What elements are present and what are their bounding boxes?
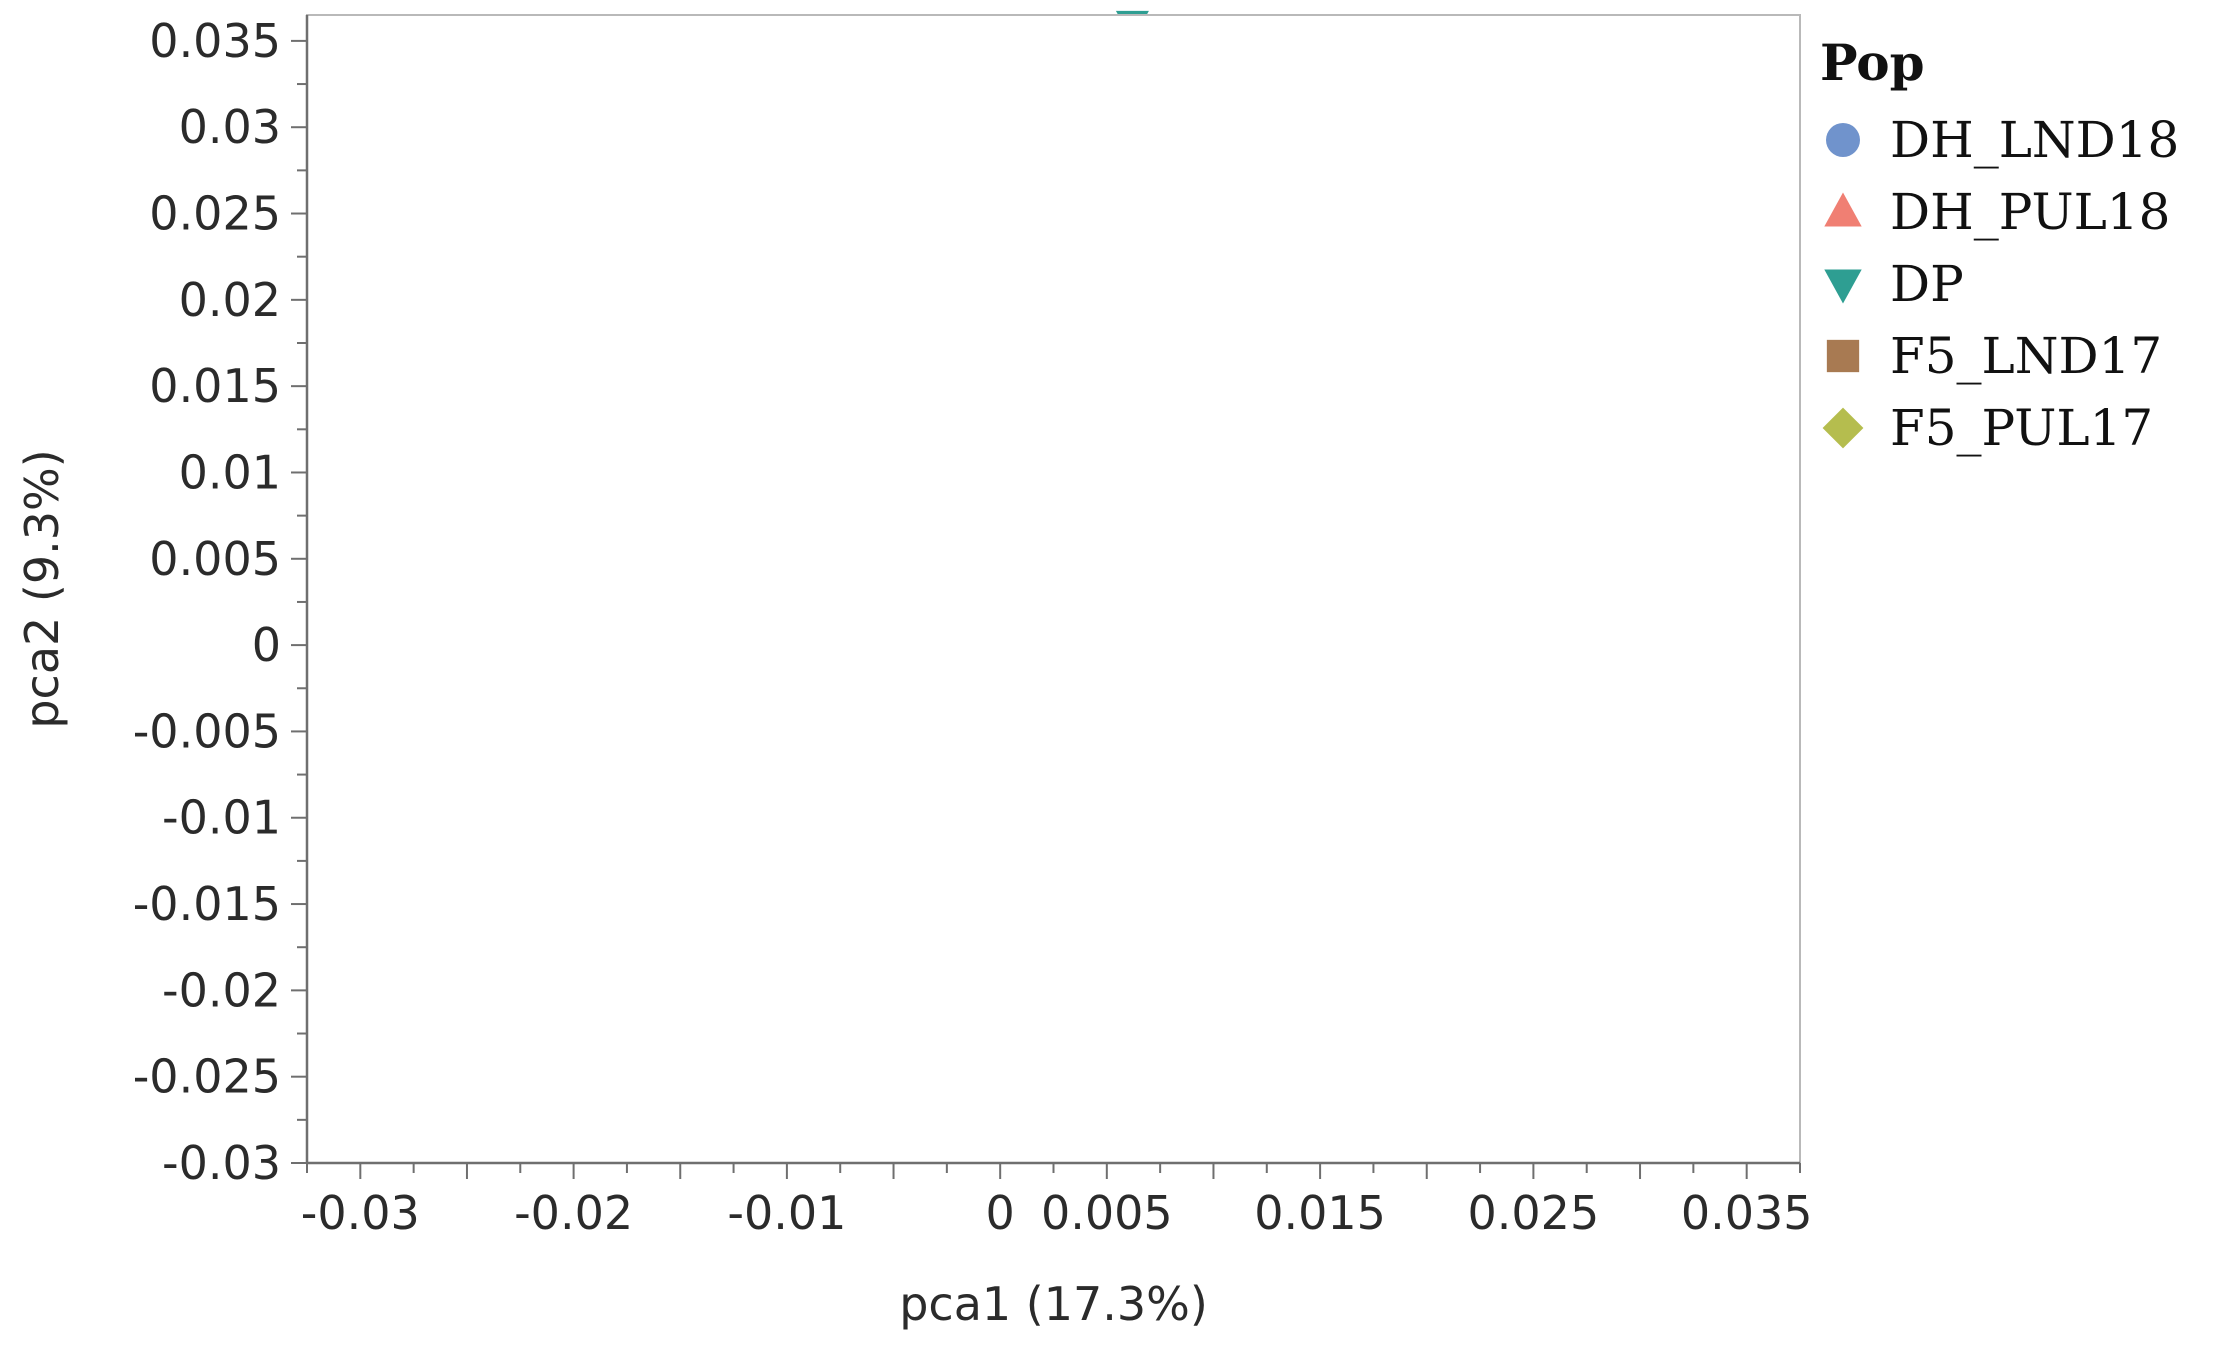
legend-item: DP <box>1824 255 1964 313</box>
y-tick-label: 0 <box>252 618 281 672</box>
x-axis-title: pca1 (17.3%) <box>899 1277 1208 1331</box>
y-tick-label: 0.005 <box>149 532 281 586</box>
y-tick-label: -0.005 <box>133 704 281 758</box>
y-tick-label: 0.035 <box>149 14 281 68</box>
y-tick-label: -0.02 <box>162 963 281 1017</box>
x-tick-label: 0.015 <box>1254 1186 1386 1240</box>
plot-frame <box>306 14 1801 1164</box>
legend-item: DH_PUL18 <box>1824 183 2170 241</box>
y-tick-label: 0.01 <box>179 445 281 499</box>
x-tick-label: 0 <box>986 1186 1015 1240</box>
y-tick-label: -0.01 <box>162 791 281 845</box>
legend-marker-icon <box>1824 269 1862 304</box>
legend-marker-icon <box>1826 123 1860 157</box>
legend-label: F5_PUL17 <box>1890 399 2153 457</box>
legend: Pop DH_LND18 DH_PUL18 DP F5_LND17 F5_PUL17 <box>1820 33 2179 457</box>
axes: -0.03 -0.02 -0.01 0 0.005 0.015 0.025 0.035 0.03… <box>133 14 1813 1240</box>
x-tick-label: 0.035 <box>1681 1186 1813 1240</box>
y-tick-label: 0.03 <box>179 100 281 154</box>
x-tick-label: -0.02 <box>514 1186 633 1240</box>
x-tick-label: -0.01 <box>727 1186 846 1240</box>
x-tick-label: 0.005 <box>1041 1186 1173 1240</box>
legend-marker-icon <box>1822 407 1864 449</box>
legend-item: F5_LND17 <box>1826 327 2162 385</box>
y-tick-label: 0.025 <box>149 187 281 241</box>
legend-item: DH_LND18 <box>1826 111 2179 169</box>
legend-label: DH_PUL18 <box>1890 183 2170 241</box>
legend-marker-icon <box>1826 339 1860 373</box>
legend-label: DP <box>1890 255 1964 313</box>
y-tick-label: -0.025 <box>133 1050 281 1104</box>
legend-marker-icon <box>1824 192 1862 227</box>
y-axis-title: pca2 (9.3%) <box>15 449 69 728</box>
legend-label: DH_LND18 <box>1890 111 2179 169</box>
legend-title: Pop <box>1820 33 1925 92</box>
y-tick-label: 0.015 <box>149 359 281 413</box>
y-tick-label: -0.015 <box>133 877 281 931</box>
y-tick-label: 0.02 <box>179 273 281 327</box>
x-tick-label: 0.025 <box>1468 1186 1600 1240</box>
legend-item: F5_PUL17 <box>1822 399 2153 457</box>
x-tick-label: -0.03 <box>301 1186 420 1240</box>
legend-label: F5_LND17 <box>1890 327 2162 385</box>
y-tick-label: -0.03 <box>162 1136 281 1190</box>
